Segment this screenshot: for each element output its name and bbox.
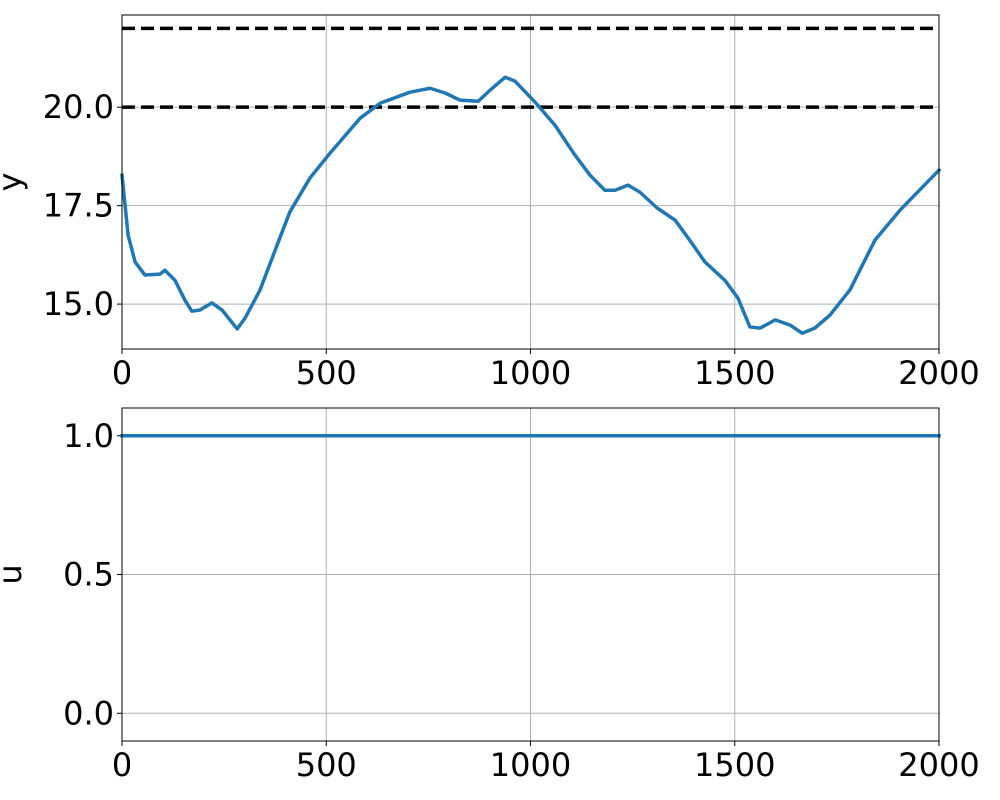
- x-tick-label: 1000: [490, 354, 571, 392]
- y-tick-label: 15.0: [43, 285, 114, 323]
- y-tick-label: 1.0: [63, 417, 114, 455]
- x-tick-label: 1000: [490, 746, 571, 784]
- x-tick-label: 500: [296, 354, 357, 392]
- y-axis-label: u: [0, 564, 29, 584]
- x-tick-label: 2000: [898, 746, 979, 784]
- x-tick-label: 0: [112, 354, 132, 392]
- x-tick-label: 1500: [694, 746, 775, 784]
- y-tick-label: 17.5: [43, 187, 114, 225]
- x-tick-label: 1500: [694, 354, 775, 392]
- y-tick-label: 0.5: [63, 556, 114, 594]
- x-tick-label: 0: [112, 746, 132, 784]
- axes-frame: [121, 14, 940, 350]
- y-axis-label: y: [0, 173, 29, 192]
- data-line: [120, 75, 942, 335]
- x-tick-label: 500: [296, 746, 357, 784]
- y-tick-label: 0.0: [63, 694, 114, 732]
- axes-frame: [121, 407, 940, 742]
- x-tick-label: 2000: [898, 354, 979, 392]
- y-tick-label: 20.0: [43, 88, 114, 126]
